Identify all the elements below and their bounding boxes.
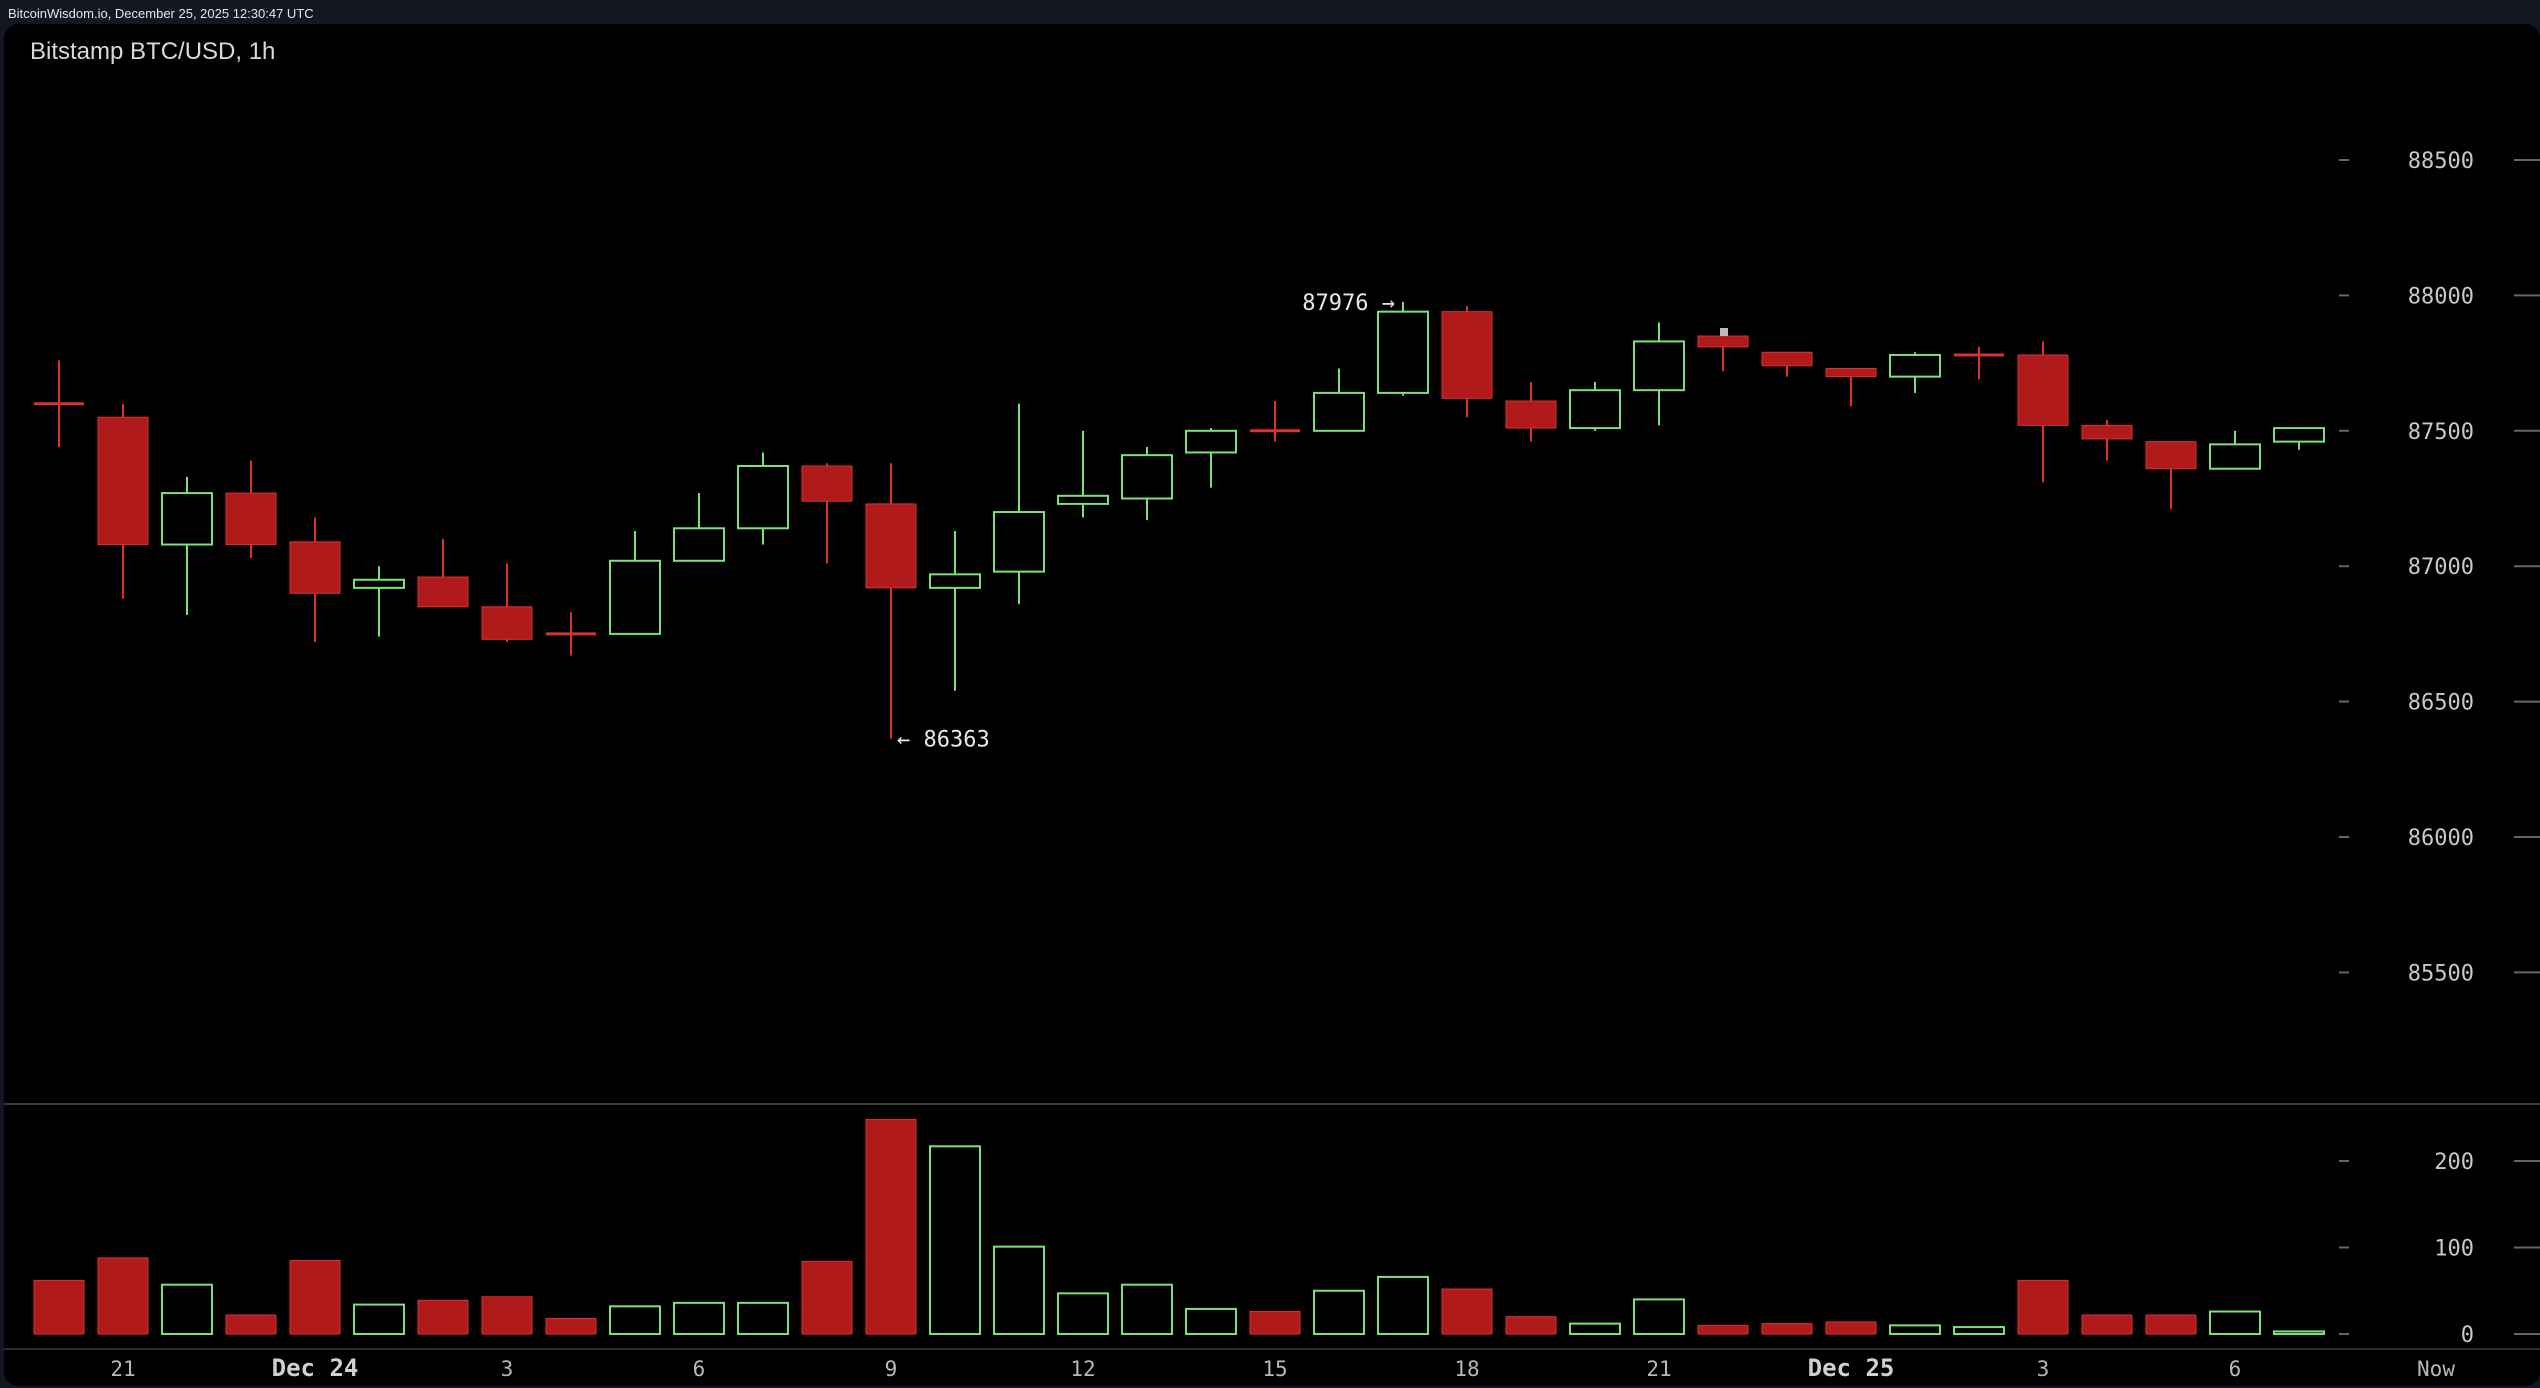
volume-bar — [417, 1299, 469, 1335]
x-tick-label: 6 — [693, 1357, 706, 1381]
candle-body — [1057, 494, 1109, 505]
candle-body — [2273, 427, 2325, 443]
chart-title: Bitstamp BTC/USD, 1h — [30, 38, 276, 65]
candle-body — [1633, 340, 1685, 392]
price-marker — [1720, 328, 1728, 336]
high-price-annotation: 87976 → — [1302, 291, 1395, 316]
candle-body — [1825, 368, 1877, 378]
volume-bar — [1441, 1288, 1493, 1335]
volume-bar — [545, 1317, 597, 1335]
candle-body — [1569, 389, 1621, 430]
volume-bar — [1697, 1324, 1749, 1335]
candle-body — [1697, 335, 1749, 348]
volume-tick-label: 100 — [2434, 1237, 2474, 1262]
candle-body — [2017, 354, 2069, 426]
y-tick-label: 87000 — [2408, 555, 2474, 580]
volume-bar — [1761, 1323, 1813, 1335]
volume-bar — [33, 1279, 85, 1335]
candle-body — [1441, 311, 1493, 399]
x-tick-label: 12 — [1070, 1357, 1095, 1381]
volume-bar — [2209, 1310, 2261, 1336]
volume-bar — [1057, 1292, 1109, 1335]
candle-body — [2081, 424, 2133, 440]
status-text: BitcoinWisdom.io, December 25, 2025 12:3… — [8, 6, 314, 21]
x-tick-label: Now — [2417, 1357, 2455, 1381]
x-tick-label: 21 — [110, 1357, 135, 1381]
candle-body — [417, 576, 469, 608]
candle-body — [1889, 353, 1941, 378]
candle-body — [865, 503, 917, 589]
candle-body — [737, 465, 789, 530]
y-tick-label: 88000 — [2408, 284, 2474, 309]
volume-bar — [1825, 1321, 1877, 1335]
volume-bar — [289, 1259, 341, 1335]
volume-bar — [865, 1118, 917, 1335]
x-tick-label: 3 — [2037, 1357, 2050, 1381]
volume-bar — [2273, 1330, 2325, 1336]
volume-bar — [2145, 1314, 2197, 1335]
x-tick-label: 9 — [885, 1357, 898, 1381]
candle-body — [673, 527, 725, 562]
candle-body — [161, 492, 213, 546]
x-tick-label: 21 — [1646, 1357, 1671, 1381]
volume-bar — [1313, 1289, 1365, 1335]
candle-body — [1121, 454, 1173, 500]
candle-body — [97, 416, 149, 546]
volume-bar — [1121, 1283, 1173, 1335]
volume-bar — [609, 1305, 661, 1335]
volume-bar — [1249, 1311, 1301, 1335]
x-tick-label: 15 — [1262, 1357, 1287, 1381]
candle-body — [289, 541, 341, 594]
candle-body — [225, 492, 277, 546]
volume-bar — [1953, 1326, 2005, 1335]
volume-bar — [1889, 1324, 1941, 1335]
volume-bar — [481, 1296, 533, 1335]
low-price-annotation: ← 86363 — [897, 728, 990, 753]
x-tick-label: Dec 25 — [1808, 1354, 1895, 1382]
volume-tick-label: 200 — [2434, 1150, 2474, 1175]
candle-body — [993, 511, 1045, 573]
y-tick-label: 85500 — [2408, 961, 2474, 986]
candle-body — [481, 606, 533, 640]
x-tick-label: 6 — [2229, 1357, 2242, 1381]
candle-body — [1185, 429, 1237, 454]
candle-body — [2209, 443, 2261, 470]
y-tick-label: 86500 — [2408, 691, 2474, 716]
top-status-bar: BitcoinWisdom.io, December 25, 2025 12:3… — [0, 0, 2540, 24]
volume-bar — [801, 1260, 853, 1335]
volume-bar — [929, 1145, 981, 1336]
volume-bar — [1185, 1307, 1237, 1336]
volume-bar — [353, 1303, 405, 1335]
candle-body — [929, 573, 981, 589]
y-tick-label: 88500 — [2408, 149, 2474, 174]
volume-bar — [1633, 1298, 1685, 1336]
volume-bar — [993, 1245, 1045, 1336]
candle-body — [2145, 441, 2197, 470]
volume-bar — [1505, 1316, 1557, 1335]
volume-bar — [225, 1314, 277, 1335]
x-tick-label: 18 — [1454, 1357, 1479, 1381]
candle-body — [609, 559, 661, 635]
volume-bar — [2017, 1279, 2069, 1335]
candle-body — [801, 465, 853, 502]
volume-bar — [161, 1283, 213, 1335]
volume-bar — [673, 1301, 725, 1335]
volume-bar — [2081, 1314, 2133, 1335]
volume-bar — [737, 1301, 789, 1335]
candle-body — [353, 578, 405, 589]
y-tick-label: 86000 — [2408, 826, 2474, 851]
volume-bar — [1377, 1275, 1429, 1336]
y-tick-label: 87500 — [2408, 420, 2474, 445]
candle-body — [1377, 310, 1429, 394]
x-tick-label: Dec 24 — [272, 1354, 359, 1382]
chart-panel[interactable]: 85500 86000 86500 87000 87500 88000 88500 0 100 2… — [4, 24, 2540, 1386]
chart-canvas[interactable]: 85500 86000 86500 87000 87500 88000 88500 0 100 2… — [4, 24, 2540, 1386]
candle-body — [1761, 351, 1813, 367]
volume-tick-label: 0 — [2461, 1323, 2474, 1348]
candle-body — [1313, 391, 1365, 432]
candle-body — [1505, 400, 1557, 429]
x-tick-label: 3 — [501, 1357, 514, 1381]
volume-bar — [97, 1257, 149, 1335]
volume-bar — [1569, 1322, 1621, 1335]
